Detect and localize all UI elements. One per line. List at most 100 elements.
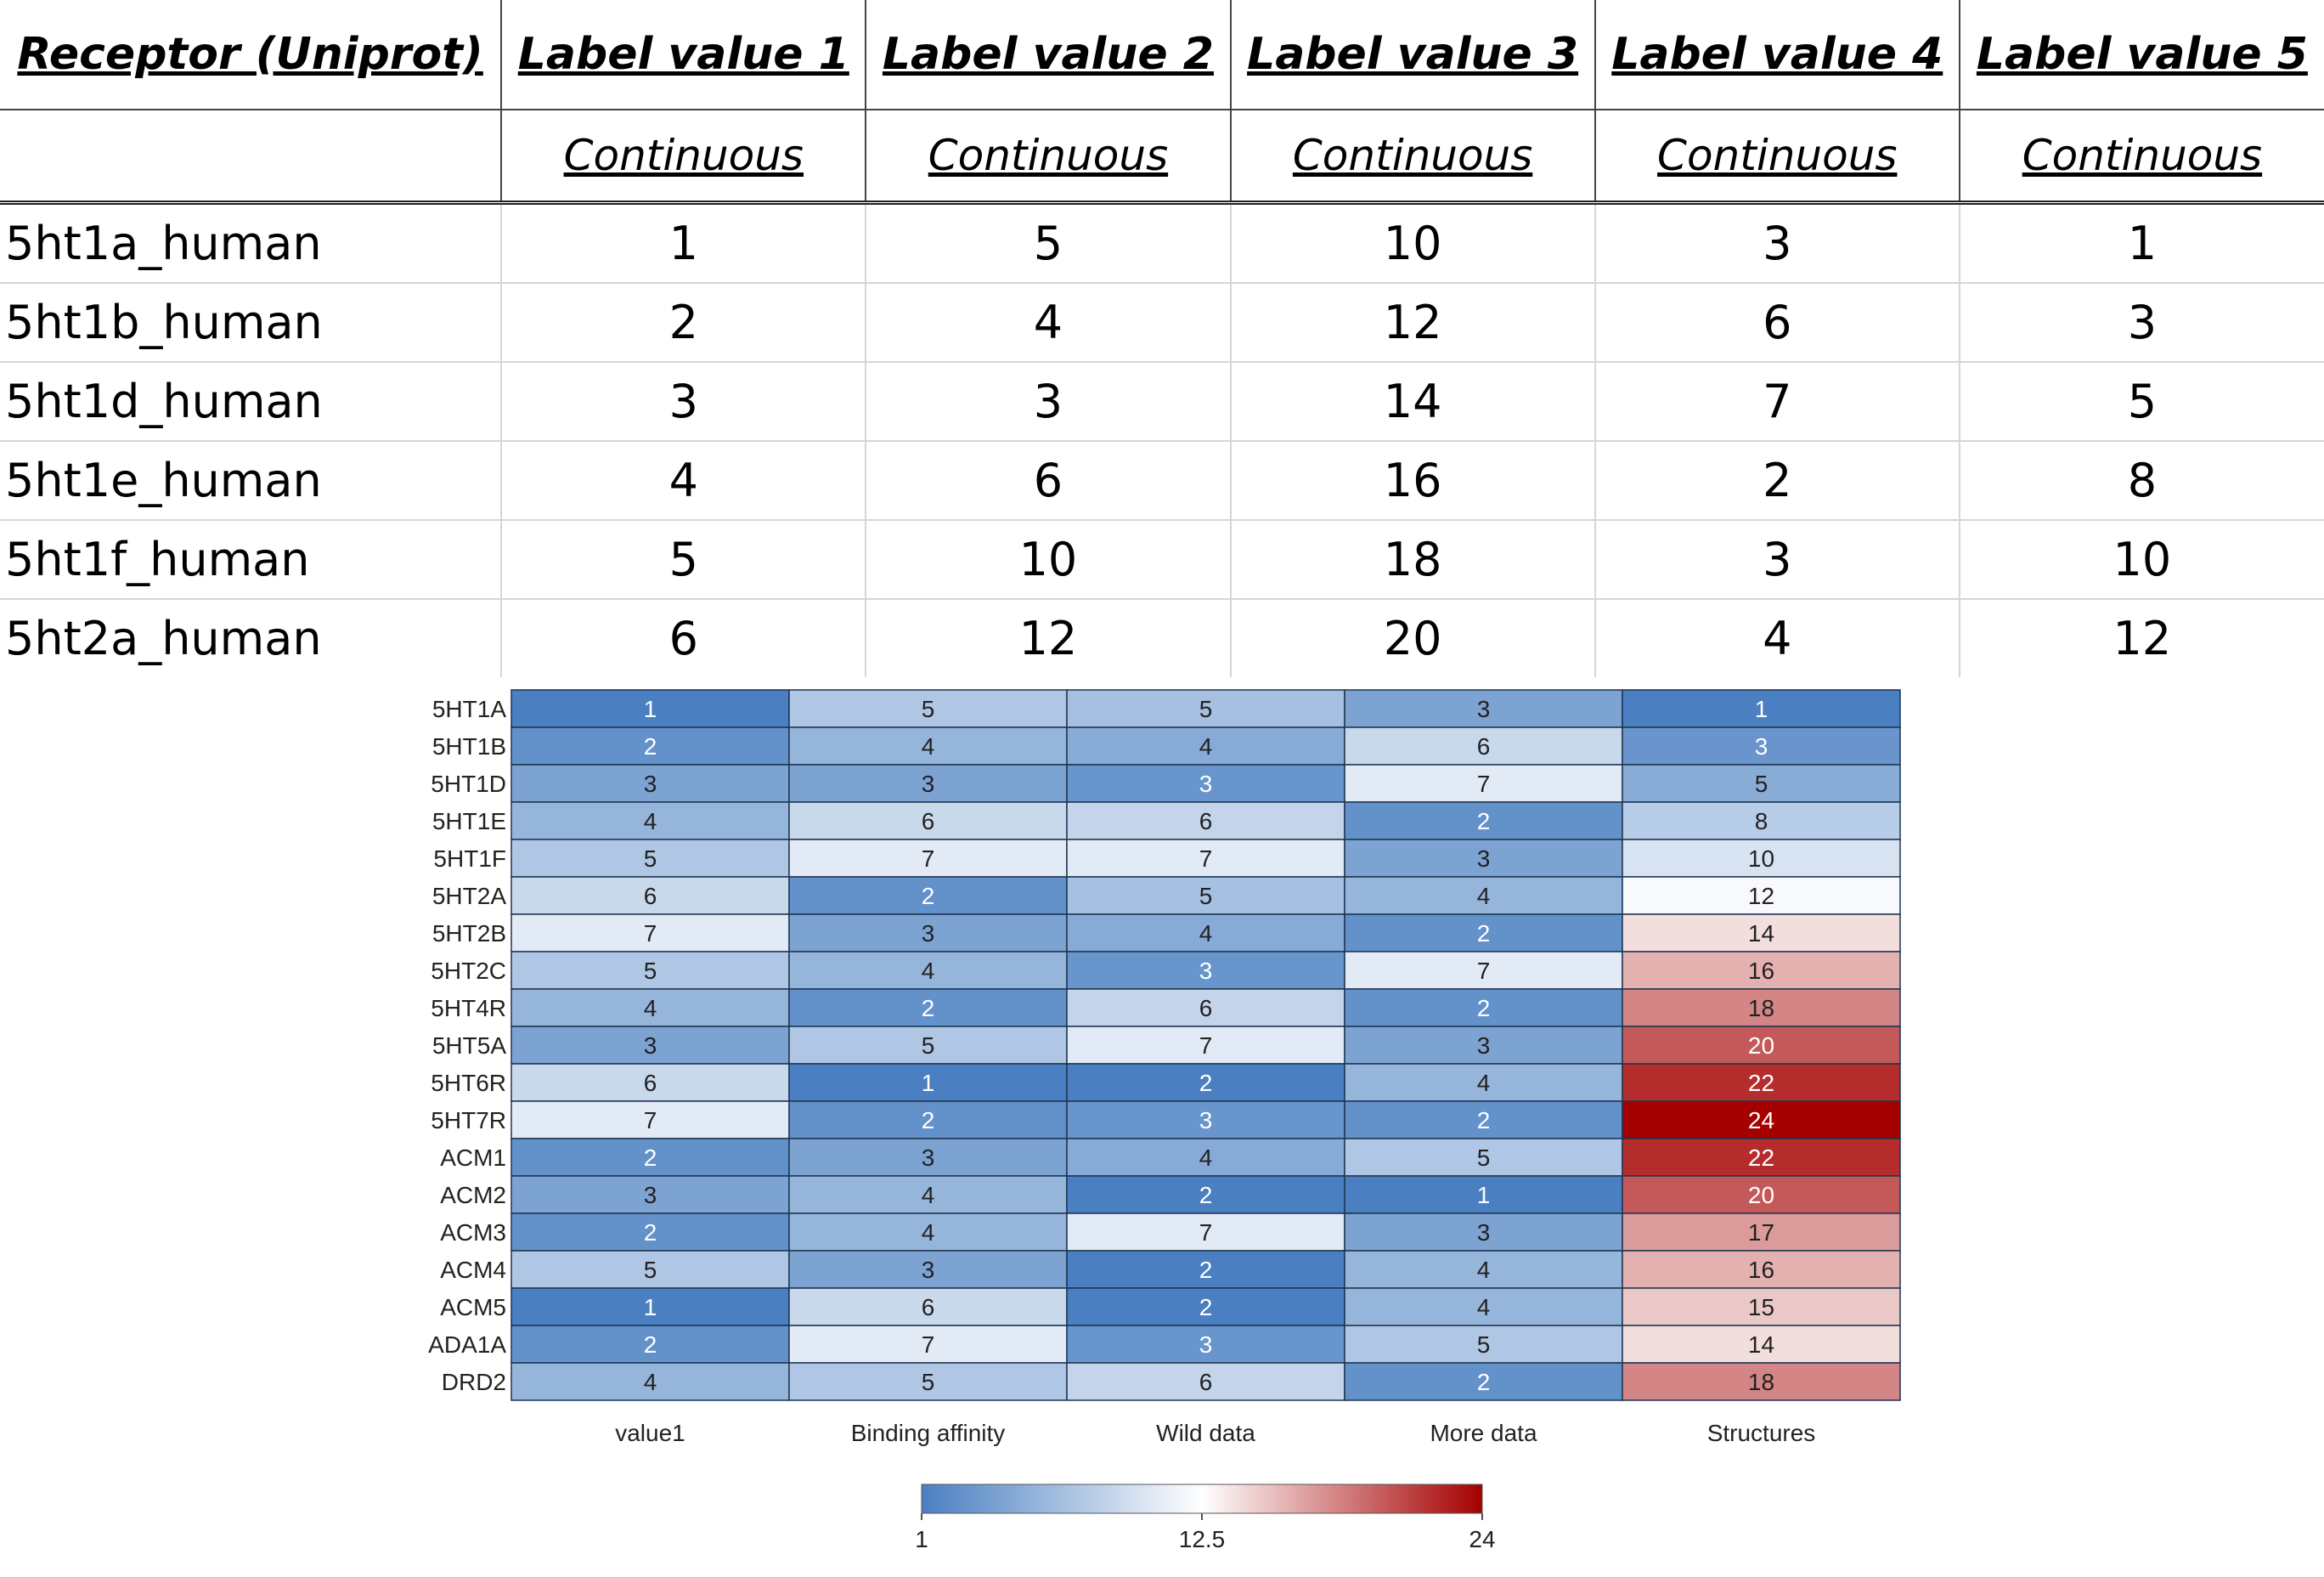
heatmap-cell — [510, 839, 790, 878]
heatmap-cell — [1622, 764, 1901, 803]
heatmap-cell-label: 7 — [644, 920, 657, 947]
heatmap-cell-label: 6 — [1199, 808, 1213, 834]
heatmap-row-label: 5HT1A — [432, 696, 506, 722]
value-cell: 1 — [500, 202, 866, 284]
heatmap-cell — [1344, 1250, 1623, 1289]
heatmap-cell-label: 3 — [1199, 958, 1213, 984]
value-cell: 10 — [865, 520, 1231, 600]
heatmap-cell-label: 2 — [1477, 1107, 1491, 1133]
heatmap-cell — [1344, 1325, 1623, 1364]
header-label-5: Label value 5 — [1958, 0, 2324, 110]
heatmap-cell — [788, 951, 1068, 990]
heatmap-cell-label: 7 — [922, 845, 935, 872]
heatmap-cell-label: 4 — [644, 808, 657, 834]
heatmap-cell — [1344, 801, 1623, 840]
heatmap-cell-label: 4 — [1199, 920, 1213, 947]
heatmap-cell — [510, 1063, 790, 1102]
heatmap-cell-label: 3 — [644, 771, 657, 797]
heatmap-cell — [510, 1287, 790, 1326]
heatmap-row-label: DRD2 — [442, 1369, 506, 1395]
heatmap-cell — [1344, 876, 1623, 915]
heatmap-cell-label: 2 — [1477, 808, 1491, 834]
data-table: Receptor (Uniprot) Label value 1 Label v… — [0, 0, 2324, 677]
heatmap-cell-label: 12 — [1748, 883, 1774, 909]
heatmap-row-label: ACM4 — [440, 1257, 506, 1283]
value-cell: 3 — [1594, 202, 1960, 284]
heatmap-chart: 1 5 5 3 12 4 4 6 33 3 3 7 54 6 6 2 85 7 7 3 106 2 5 4 127 3 4 2 145 4… — [428, 689, 1901, 1552]
heatmap-column-label: More data — [1430, 1420, 1537, 1446]
heatmap-cell-label: 7 — [644, 1107, 657, 1133]
heatmap-cell — [1344, 1100, 1623, 1139]
heatmap-row-label: 5HT5A — [432, 1032, 506, 1059]
heatmap-cell — [1344, 1138, 1623, 1177]
value-cell: 14 — [1229, 362, 1595, 442]
heatmap-cell-label: 2 — [644, 1331, 657, 1358]
heatmap-cell — [788, 1175, 1068, 1214]
heatmap-cell-label: 10 — [1748, 845, 1774, 872]
heatmap-row-label: 5HT1E — [432, 808, 506, 834]
receptor-name-cell: 5ht1a_human — [0, 202, 502, 284]
value-cell: 18 — [1229, 520, 1595, 600]
heatmap-cell — [1622, 1138, 1901, 1177]
heatmap-cell-label: 6 — [1199, 1369, 1213, 1395]
heatmap-cell-label: 3 — [1477, 845, 1491, 872]
heatmap-cell-label: 2 — [1477, 1369, 1491, 1395]
heatmap-cell — [510, 1362, 790, 1401]
receptor-name-cell: 5ht1f_human — [0, 520, 502, 600]
heatmap-cell-label: 7 — [922, 1331, 935, 1358]
heatmap-cell — [788, 913, 1068, 952]
heatmap-cell-label: 2 — [922, 1107, 935, 1133]
heatmap-cell — [788, 689, 1068, 728]
heatmap-cell — [1066, 876, 1345, 915]
heatmap-cell-label: 5 — [1477, 1331, 1491, 1358]
type-cell: Continuous — [500, 110, 866, 205]
value-cell: 12 — [865, 599, 1231, 677]
heatmap-cell-label: 6 — [644, 1070, 657, 1096]
heatmap-cell — [788, 988, 1068, 1027]
heatmap-cell-label: 3 — [922, 1257, 935, 1283]
heatmap-cell — [510, 1250, 790, 1289]
heatmap-cell — [1622, 726, 1901, 766]
heatmap-cell-label: 3 — [1477, 1219, 1491, 1246]
heatmap-cell-label: 1 — [1477, 1182, 1491, 1208]
heatmap-row-label: ACM1 — [440, 1145, 506, 1171]
heatmap-cell-label: 4 — [1477, 1070, 1491, 1096]
heatmap-cell-label: 5 — [644, 845, 657, 872]
heatmap-row-label: 5HT1F — [433, 845, 506, 872]
heatmap-cell-label: 5 — [922, 1369, 935, 1395]
legend-tick-label: 12.5 — [1179, 1526, 1226, 1552]
heatmap-cell — [788, 1250, 1068, 1289]
heatmap-cell — [1622, 988, 1901, 1027]
value-cell: 12 — [1958, 599, 2324, 677]
header-label-3: Label value 3 — [1229, 0, 1595, 110]
value-cell: 3 — [500, 362, 866, 442]
value-cell: 6 — [500, 599, 866, 677]
heatmap-cell-label: 3 — [1477, 1032, 1491, 1059]
value-cell: 20 — [1229, 599, 1595, 677]
heatmap-cell-label: 5 — [1199, 696, 1213, 722]
heatmap-cell-label: 2 — [1199, 1257, 1213, 1283]
type-cell: Continuous — [1594, 110, 1960, 205]
heatmap-cell-label: 18 — [1748, 1369, 1774, 1395]
heatmap-cell — [788, 1138, 1068, 1177]
heatmap-row-label: ADA1A — [428, 1331, 506, 1358]
value-cell: 3 — [865, 362, 1231, 442]
heatmap-cell — [788, 1362, 1068, 1401]
heatmap-cell-label: 4 — [922, 1182, 935, 1208]
heatmap-cell-label: 1 — [922, 1070, 935, 1096]
heatmap-cell-label: 3 — [1755, 733, 1768, 760]
heatmap-cell-label: 4 — [644, 995, 657, 1021]
heatmap-cell-label: 24 — [1748, 1107, 1774, 1133]
heatmap-cell-label: 2 — [1477, 920, 1491, 947]
receptor-name-cell: 5ht1d_human — [0, 362, 502, 442]
color-scale-legend — [921, 1484, 1483, 1514]
heatmap-cell — [1622, 1250, 1901, 1289]
heatmap-cell-label: 7 — [1199, 1219, 1213, 1246]
heatmap-cell-label: 7 — [1477, 958, 1491, 984]
heatmap-row-label: ACM3 — [440, 1219, 506, 1246]
heatmap-row-label: 5HT2A — [432, 883, 506, 909]
heatmap-cell-label: 3 — [1477, 696, 1491, 722]
heatmap-cell-label: 1 — [644, 1294, 657, 1320]
heatmap-cell-label: 2 — [1199, 1182, 1213, 1208]
heatmap-cell-label: 17 — [1748, 1219, 1774, 1246]
